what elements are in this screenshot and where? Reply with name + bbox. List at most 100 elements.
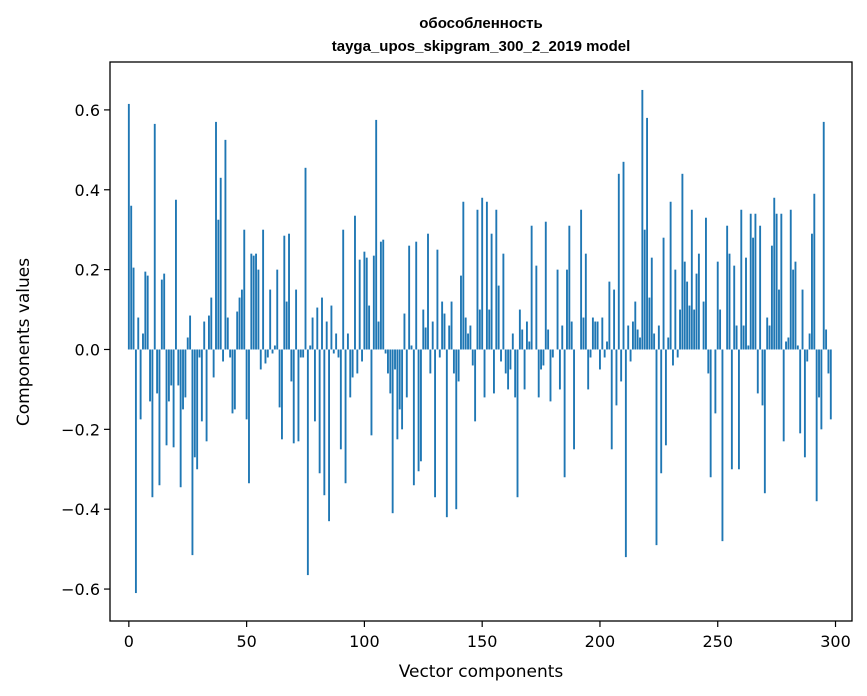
bar [634, 301, 637, 350]
bar [460, 275, 462, 350]
bar [587, 349, 590, 390]
bar [603, 349, 606, 358]
bar [354, 215, 356, 350]
bar [702, 301, 705, 350]
bar [631, 321, 634, 350]
bar [573, 349, 575, 450]
bar [179, 349, 182, 488]
bar [361, 349, 363, 362]
bar [620, 349, 623, 382]
bar [490, 233, 493, 350]
bar [544, 221, 547, 350]
bar [493, 349, 495, 394]
bar [285, 301, 288, 350]
bar [580, 209, 583, 350]
bar [657, 325, 660, 350]
bar [238, 297, 241, 350]
bar [410, 345, 413, 350]
bar [200, 349, 203, 422]
bar [523, 349, 526, 390]
bar [165, 349, 168, 446]
bar [820, 349, 823, 430]
bar [568, 225, 571, 350]
bar [259, 349, 262, 370]
bar [153, 123, 156, 350]
bar [500, 349, 502, 362]
bar [749, 213, 752, 350]
bar [504, 349, 507, 374]
y-tick-label: −0.6 [61, 580, 100, 599]
bar [558, 349, 561, 390]
bar [770, 245, 773, 350]
bar [674, 269, 677, 350]
bar [778, 289, 780, 350]
bar [455, 349, 458, 510]
bar [311, 317, 314, 350]
bar [525, 321, 528, 350]
bar [752, 237, 754, 350]
bar [705, 217, 707, 350]
bar [733, 265, 736, 350]
bar [775, 213, 778, 350]
bar [215, 121, 217, 350]
bar [773, 197, 776, 350]
bar [217, 219, 220, 350]
bar [502, 253, 505, 350]
bar [813, 193, 816, 350]
bar [375, 119, 378, 350]
bar [356, 349, 359, 374]
bar [563, 349, 566, 478]
bar [436, 249, 439, 350]
bar [379, 241, 382, 350]
bar [160, 279, 163, 350]
bar [252, 255, 255, 350]
bar [497, 285, 500, 350]
bar [146, 275, 149, 350]
bar [313, 349, 316, 422]
bar [676, 349, 679, 358]
bar [697, 253, 700, 350]
bar [224, 139, 227, 350]
bar [662, 237, 665, 350]
bar [273, 345, 276, 350]
bar [509, 349, 512, 370]
bar [518, 309, 521, 350]
bar [730, 349, 733, 470]
bar [787, 337, 790, 350]
bar [292, 349, 295, 444]
bar [417, 349, 420, 472]
bar [186, 337, 189, 350]
bar [196, 349, 199, 470]
bar [323, 349, 326, 496]
bar [405, 349, 408, 398]
bar [521, 329, 524, 350]
chart-title: обособленность [419, 15, 542, 32]
bar [306, 349, 309, 576]
bar [134, 349, 137, 594]
bar [130, 205, 133, 350]
x-tick-label: 150 [467, 632, 498, 651]
bar [137, 317, 140, 350]
bar [650, 257, 653, 350]
bar [236, 311, 239, 350]
bar [737, 349, 740, 470]
bar [799, 349, 802, 434]
bar [401, 349, 404, 430]
bar [304, 167, 307, 350]
bar [610, 349, 613, 450]
bar [318, 349, 321, 474]
x-axis-label: Vector components [399, 662, 564, 682]
bar [266, 349, 269, 358]
bar [233, 349, 236, 410]
bar [471, 349, 474, 366]
bar [485, 201, 488, 350]
bar [309, 345, 312, 350]
bar [396, 349, 399, 440]
bar [742, 325, 745, 350]
bar [782, 349, 785, 442]
bar [474, 349, 477, 422]
bar [728, 253, 731, 350]
bar [641, 89, 644, 350]
bar [149, 349, 151, 402]
